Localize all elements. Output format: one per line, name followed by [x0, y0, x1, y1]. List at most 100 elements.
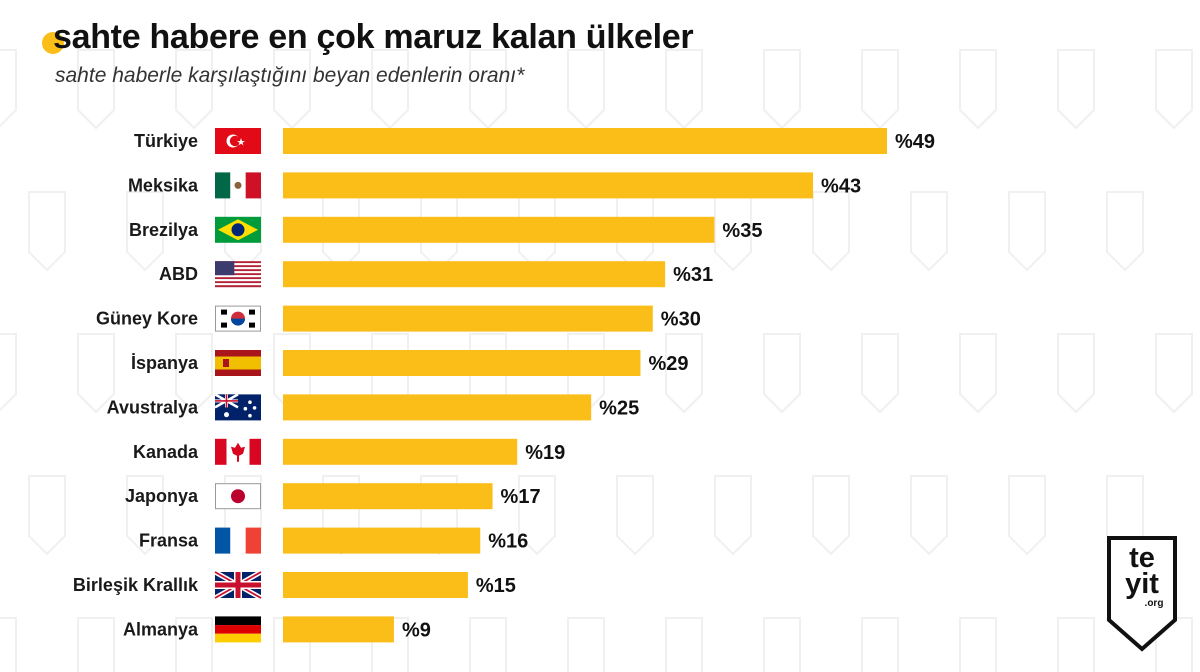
background-shield	[959, 49, 997, 130]
background-shield	[1155, 49, 1193, 130]
background-shield	[77, 49, 115, 130]
value-label: %17	[501, 486, 541, 508]
background-shield	[126, 191, 164, 272]
logo-line-org: .org	[1144, 598, 1164, 609]
background-shield	[175, 617, 213, 672]
category-label: İspanya	[131, 353, 199, 373]
category-label: Almanya	[123, 619, 199, 639]
background-shield	[1057, 49, 1095, 130]
background-shield	[665, 49, 703, 130]
background-shield	[1008, 191, 1046, 272]
background-shield	[812, 475, 850, 556]
value-label: %15	[476, 575, 516, 597]
background-shield	[0, 333, 17, 412]
germany-flag	[215, 616, 261, 643]
bar	[283, 305, 653, 332]
background-shield	[910, 191, 948, 272]
background-shield	[959, 333, 997, 414]
background-shield	[910, 475, 948, 556]
chart-title: sahte habere en çok maruz kalan ülkeler	[53, 18, 694, 56]
france-flag	[215, 527, 261, 554]
value-label: %31	[673, 264, 713, 286]
logo-frame	[1107, 536, 1177, 652]
bar-row: Meksika %43	[128, 172, 861, 199]
bar	[283, 261, 666, 288]
background-shield	[763, 617, 801, 672]
category-label: ABD	[159, 264, 198, 284]
bar	[283, 216, 715, 243]
usa-flag	[215, 261, 261, 288]
australia-flag	[214, 393, 261, 421]
background-shield	[567, 617, 605, 672]
turkey-flag	[215, 128, 261, 154]
bar	[283, 350, 641, 376]
background-shield	[371, 49, 409, 130]
teyit-logo: te yit .org	[1106, 536, 1178, 652]
background-shield	[763, 333, 801, 414]
background-shield	[861, 333, 899, 414]
background-shield	[28, 191, 66, 272]
bar	[283, 616, 394, 643]
background-shield	[1106, 191, 1144, 272]
value-label: %25	[599, 397, 639, 419]
category-label: Japonya	[125, 486, 199, 506]
category-label: Meksika	[128, 175, 199, 195]
logo-line-te: te	[1129, 542, 1155, 574]
category-label: Türkiye	[134, 131, 198, 151]
category-label: Güney Kore	[96, 309, 198, 329]
bar	[283, 128, 887, 154]
chart-subtitle: sahte haberle karşılaştığını beyan edenl…	[55, 64, 525, 87]
background-shield	[763, 49, 801, 130]
title-dot	[42, 32, 64, 54]
title-row: sahte habere en çok maruz kalan ülkeler	[42, 18, 694, 57]
category-label: Brezilya	[129, 220, 199, 240]
value-label: %49	[895, 131, 935, 153]
value-label: %9	[402, 619, 431, 641]
background-shield	[126, 475, 164, 556]
background-shield	[0, 49, 17, 128]
uk-flag	[213, 569, 263, 601]
value-label: %29	[648, 353, 688, 375]
background-shield	[1057, 617, 1095, 672]
background-shield	[616, 475, 654, 556]
logo-line-yit: yit	[1125, 568, 1159, 600]
background-shield	[175, 333, 213, 414]
value-label: %16	[488, 531, 528, 553]
background-shield	[1155, 617, 1193, 672]
bar-row: Güney Kore %30	[96, 305, 701, 332]
south-korea-flag	[215, 305, 261, 332]
background-shield	[371, 617, 409, 672]
bar-row: Almanya %9	[123, 616, 431, 643]
background-shield	[469, 49, 507, 130]
background-shield	[1008, 475, 1046, 556]
bar-row: Fransa %16	[139, 527, 528, 554]
bar	[283, 527, 481, 554]
bar-row: Japonya %17	[125, 483, 541, 510]
category-label: Fransa	[139, 531, 199, 551]
category-label: Kanada	[133, 442, 199, 462]
bar-row: Kanada %19	[133, 438, 565, 465]
bar	[283, 483, 493, 510]
spain-flag	[215, 350, 261, 376]
bar-row: Avustralya %25	[107, 393, 639, 421]
background-shield	[567, 333, 605, 414]
bar	[283, 394, 592, 421]
background-shield	[665, 617, 703, 672]
bar-row: Türkiye %49	[134, 128, 935, 154]
background-shield	[714, 475, 752, 556]
brazil-flag	[215, 216, 261, 243]
background-shield	[518, 475, 556, 556]
value-label: %35	[722, 220, 762, 242]
background-shield	[77, 617, 115, 672]
background-shield	[28, 475, 66, 556]
category-label: Birleşik Krallık	[73, 575, 199, 595]
value-label: %43	[821, 175, 861, 197]
value-label: %30	[661, 309, 701, 331]
category-label: Avustralya	[107, 397, 199, 417]
value-label: %19	[525, 442, 565, 464]
japan-flag	[215, 483, 261, 510]
background-shield	[665, 333, 703, 414]
background-shield	[273, 49, 311, 130]
mexico-flag	[215, 172, 261, 199]
